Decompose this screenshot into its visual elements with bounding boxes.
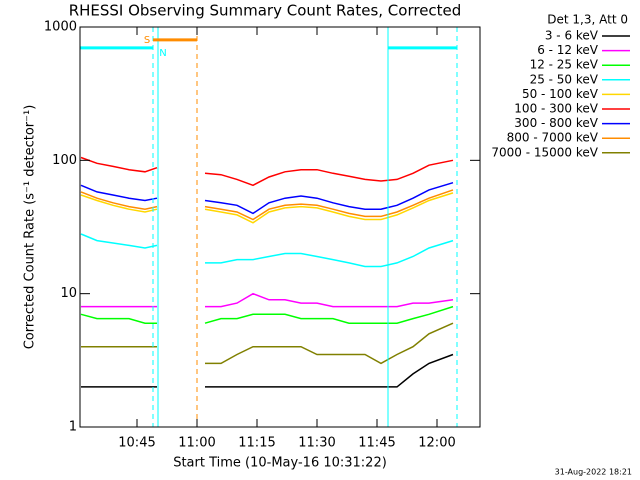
x-tick-label: 10:45 — [118, 436, 155, 451]
series-line — [81, 322, 454, 365]
legend-title: Det 1,3, Att 0 — [547, 13, 628, 27]
x-axis-label: Start Time (10-May-16 10:31:22) — [173, 456, 387, 471]
y-tick-label: 1 — [69, 420, 77, 435]
y-tick-label: 100 — [52, 153, 77, 168]
legend-label: 25 - 50 keV — [530, 72, 599, 86]
y-tick-label: 10 — [60, 286, 77, 301]
y-axis-label: Corrected Count Rate (s⁻¹ detector⁻¹) — [23, 105, 38, 350]
x-tick-label: 12:00 — [418, 436, 455, 451]
series-line — [81, 353, 454, 388]
legend-label: 800 - 7000 keV — [507, 131, 599, 145]
series-line — [80, 233, 454, 268]
x-tick-label: 11:30 — [298, 436, 335, 451]
y-tick-label: 1000 — [44, 20, 77, 35]
legend-label: 300 - 800 keV — [514, 116, 598, 130]
series-line — [81, 292, 454, 308]
legend-label: 6 - 12 keV — [537, 43, 599, 57]
footer: 31-Aug-2022 18:21 — [555, 468, 632, 477]
series-line — [80, 192, 454, 224]
series-line — [80, 305, 454, 324]
x-tick-label: 11:45 — [358, 436, 395, 451]
series-line — [80, 189, 454, 221]
legend-label: 12 - 25 keV — [530, 58, 599, 72]
series-line — [80, 156, 454, 187]
annotation: N — [159, 48, 166, 59]
series-line — [80, 181, 454, 215]
x-tick-label: 11:15 — [238, 436, 275, 451]
plot-frame — [79, 26, 481, 428]
annotation: S — [144, 35, 150, 46]
x-tick-label: 11:00 — [178, 436, 215, 451]
chart-title: RHESSI Observing Summary Count Rates, Co… — [69, 2, 462, 20]
legend-label: 50 - 100 keV — [522, 87, 599, 101]
legend-label: 3 - 6 keV — [545, 29, 599, 43]
legend-label: 100 - 300 keV — [514, 102, 598, 116]
legend-label: 7000 - 15000 keV — [491, 145, 598, 159]
